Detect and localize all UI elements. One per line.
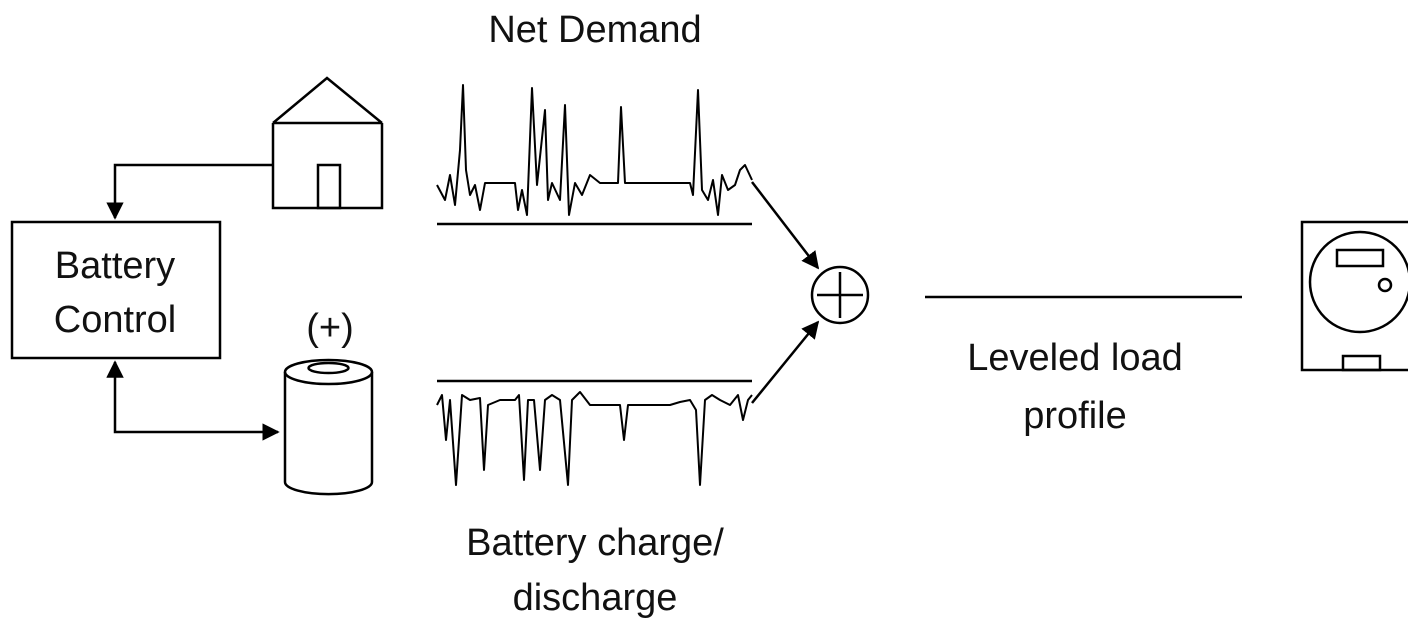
control-battery-arrow [106,360,280,441]
meter-icon [1300,220,1408,372]
leveled-load-label: Leveled load [967,337,1183,379]
battery-terminal-label: (+) [306,307,354,349]
house-to-control-arrow [106,163,273,220]
battery-control-box [10,220,222,360]
battery-wave [436,391,753,486]
battery-charge-label: discharge [513,577,678,619]
battery-control-label: Battery [55,245,175,287]
battery-control-label: Control [54,299,177,341]
sum-arrow [751,181,820,270]
sum-arrow [751,320,820,404]
battery-icon [283,358,374,496]
net-demand-label: Net Demand [488,9,701,51]
net-demand-wave [436,84,753,216]
battery-charge-label: Battery charge/ [466,522,724,564]
house-icon [271,76,384,210]
sum-node [810,265,870,325]
leveled-load-label: profile [1023,395,1127,437]
